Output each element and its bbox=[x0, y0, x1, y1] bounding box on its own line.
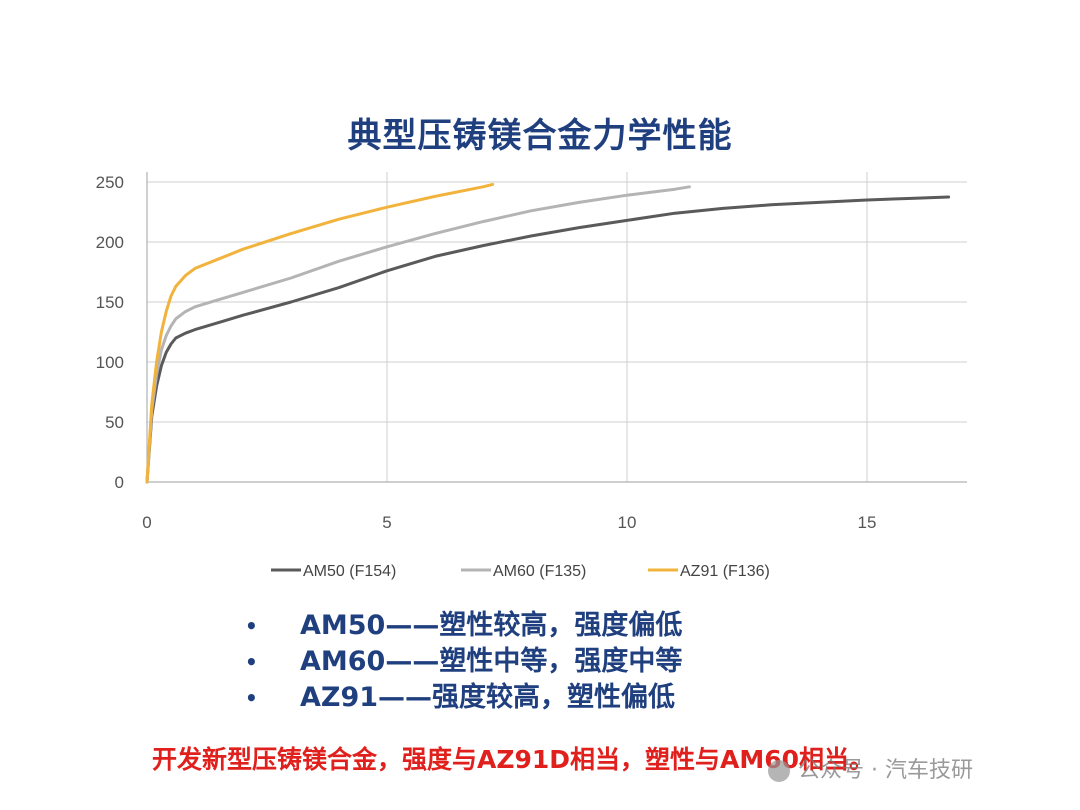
bullet-text: AZ91——强度较高，塑性偏低 bbox=[300, 682, 676, 713]
bullet-dot: • bbox=[245, 614, 258, 638]
legend: AM50 (F154) AM60 (F135) AZ91 (F136) bbox=[271, 563, 770, 580]
x-tick-label-0: 0 bbox=[142, 513, 151, 532]
axes bbox=[146, 172, 967, 483]
watermark-text: 公众号 · 汽车技研 bbox=[798, 758, 973, 783]
bullet-list: • AM50——塑性较高，强度偏低 • AM60——塑性中等，强度中等 • AZ91——强… bbox=[245, 608, 682, 716]
bullet-dot: • bbox=[245, 650, 258, 674]
bullet-item: • AZ91——强度较高，塑性偏低 bbox=[245, 680, 682, 716]
y-tick-label-200: 200 bbox=[96, 233, 124, 252]
line-chart: 0 50 100 150 200 250 0 5 10 15 AM50 (F154) AM60 (F… bbox=[96, 172, 967, 580]
conclusion-text: 开发新型压铸镁合金，强度与AZ91D相当，塑性与AM60相当。 bbox=[152, 745, 875, 774]
x-tick-label-5: 5 bbox=[382, 513, 391, 532]
series-lines bbox=[145, 182, 951, 484]
bullet-dot: • bbox=[245, 686, 258, 710]
x-tick-label-15: 15 bbox=[858, 513, 877, 532]
y-tick-label-100: 100 bbox=[96, 353, 124, 372]
legend-label-2: AM60 (F135) bbox=[493, 563, 586, 580]
y-tick-label-150: 150 bbox=[96, 293, 124, 312]
series-line-3 bbox=[145, 182, 495, 484]
watermark: 公众号 · 汽车技研 bbox=[768, 752, 973, 784]
y-tick-label-0: 0 bbox=[115, 473, 124, 492]
bullet-item: • AM60——塑性中等，强度中等 bbox=[245, 644, 682, 680]
series-line-1 bbox=[145, 195, 951, 484]
y-tick-label-250: 250 bbox=[96, 173, 124, 192]
series-line-2 bbox=[145, 185, 691, 484]
bullet-text: AM60——塑性中等，强度中等 bbox=[300, 646, 683, 677]
x-tick-label-10: 10 bbox=[618, 513, 637, 532]
legend-label-3: AZ91 (F136) bbox=[680, 563, 770, 580]
legend-label-1: AM50 (F154) bbox=[303, 563, 396, 580]
bullet-item: • AM50——塑性较高，强度偏低 bbox=[245, 608, 682, 644]
chart-title: 典型压铸镁合金力学性能 bbox=[347, 116, 733, 156]
wechat-icon bbox=[768, 760, 790, 782]
tick-labels: 0 50 100 150 200 250 0 5 10 15 bbox=[96, 173, 877, 532]
bullet-text: AM50——塑性较高，强度偏低 bbox=[300, 610, 683, 641]
grid-lines bbox=[147, 172, 967, 482]
y-tick-label-50: 50 bbox=[105, 413, 124, 432]
